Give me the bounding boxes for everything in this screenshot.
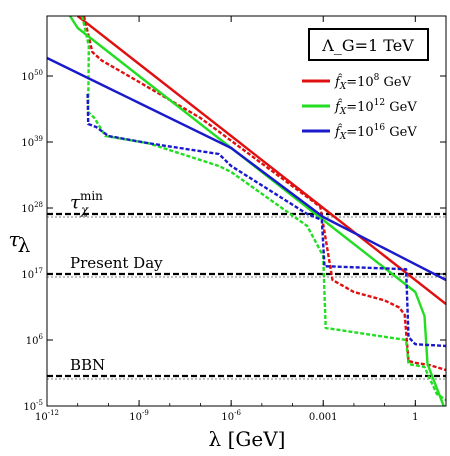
legend-label: f̂X=1012 GeV xyxy=(334,98,417,117)
legend-label: f̂X=108 GeV xyxy=(334,73,412,92)
y-tick-label: 10-5 xyxy=(23,399,43,413)
x-tick-label: 10-12 xyxy=(35,409,59,423)
hline-label: Present Day xyxy=(70,254,163,272)
x-tick-label: 0.001 xyxy=(309,412,338,423)
hline-label-tau-min: τmin χ xyxy=(70,189,103,217)
x-tick-label: 1 xyxy=(412,412,418,423)
hline-label: BBN xyxy=(70,356,105,374)
y-tick-label: 106 xyxy=(26,333,44,347)
legend-title: Λ_G=1 TeV xyxy=(321,36,414,55)
plot-frame xyxy=(46,15,447,407)
hline-layer: τmin χ Present Day BBN xyxy=(47,189,446,380)
series-line-solid xyxy=(68,16,445,406)
y-axis-title-base: τ xyxy=(8,227,20,251)
series-layer xyxy=(47,16,446,406)
y-tick-label: 1050 xyxy=(21,69,43,83)
series-line-solid xyxy=(47,56,446,282)
series-line-dashed xyxy=(81,16,446,402)
y-tick-label: 1028 xyxy=(21,201,43,215)
x-tick-label: 10-6 xyxy=(221,409,241,423)
series-line-solid xyxy=(76,16,446,305)
legend: Λ_G=1 TeV f̂X=108 GeV f̂X=1012 GeV f̂X=101… xyxy=(293,24,439,150)
legend-entries: f̂X=108 GeV f̂X=1012 GeV f̂X=1016 GeV xyxy=(302,73,417,142)
y-tick-label: 1039 xyxy=(21,135,43,149)
legend-title-box xyxy=(308,28,429,61)
y-tick-label: 1017 xyxy=(21,267,43,281)
y-axis-title-sub: λ xyxy=(18,233,31,257)
y-axis-title: τ λ xyxy=(8,227,30,257)
x-axis-title: λ [GeV] xyxy=(209,427,286,451)
series-line-dashed xyxy=(82,16,446,372)
legend-label: f̂X=1016 GeV xyxy=(334,123,417,142)
x-tick-label: 10-9 xyxy=(129,409,149,423)
